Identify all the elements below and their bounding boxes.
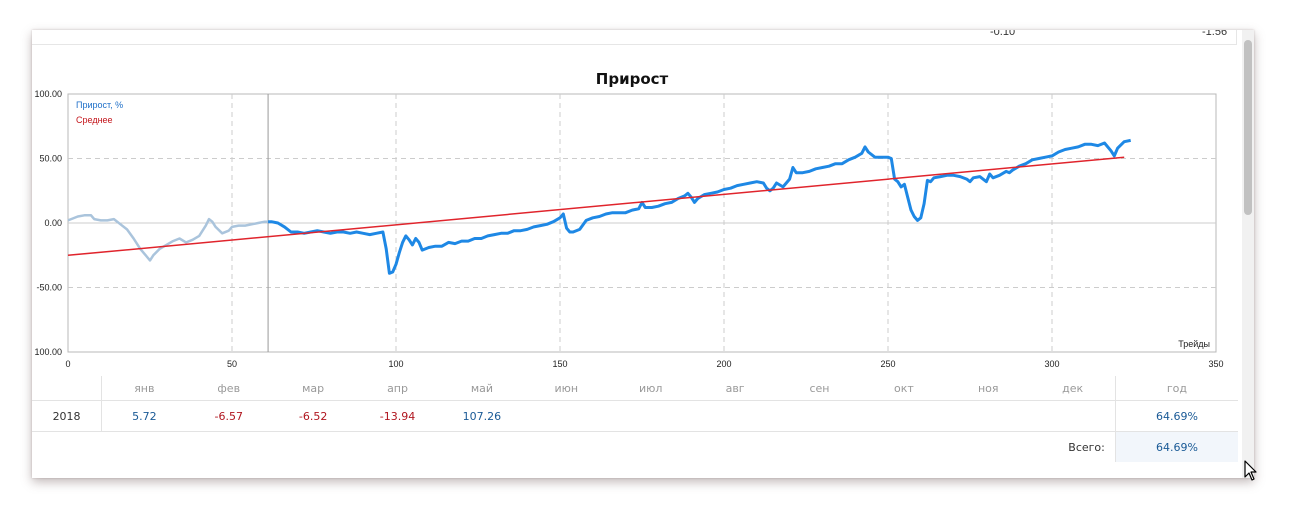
monthly-header-row: янв фев мар апр май июн июл авг сен окт … (32, 376, 1238, 401)
month-header: май (470, 381, 494, 395)
total-row: Всего: 64.69% (32, 431, 1238, 462)
y-tick-label: -50.00 (36, 283, 62, 293)
month-header: апр (387, 381, 408, 395)
month-header: окт (893, 381, 914, 395)
scrollbar-thumb[interactable] (1244, 40, 1252, 215)
month-header: дек (1062, 381, 1084, 395)
month-header: июл (638, 381, 663, 395)
year-total-value: 64.69% (1114, 400, 1238, 432)
month-value: -6.52 (270, 400, 356, 432)
year-total-header: год (1114, 376, 1238, 401)
average-line (67, 156, 1125, 257)
y-tick-label: 100.00 (34, 89, 62, 99)
month-value: -13.94 (355, 400, 440, 432)
year-label: 2018 (32, 400, 103, 432)
previous-value-1: -0.10 (990, 30, 1016, 38)
growth-history-line (67, 214, 269, 262)
x-tick-label: 350 (1208, 359, 1223, 369)
x-tick-label: 0 (65, 359, 70, 369)
x-tick-label: 250 (880, 359, 895, 369)
month-header: сен (809, 381, 830, 395)
month-value (524, 400, 609, 432)
x-tick-label: 150 (552, 359, 567, 369)
month-value (861, 400, 947, 432)
x-tick-label: 50 (227, 359, 237, 369)
growth-line (268, 138, 1131, 275)
monthly-table: янв фев мар апр май июн июл авг сен окт … (32, 376, 1238, 462)
month-value (608, 400, 693, 432)
month-value: 5.72 (101, 400, 187, 432)
month-value (946, 400, 1031, 432)
legend-average: Среднее (76, 115, 113, 125)
year-header-blank (32, 376, 103, 401)
y-tick-label: 50.00 (39, 154, 62, 164)
previous-value-2: -1.56 (1202, 30, 1228, 38)
x-tick-label: 300 (1044, 359, 1059, 369)
y-tick-label: 100.00 (34, 347, 62, 357)
x-tick-label: 100 (388, 359, 403, 369)
month-value: -6.57 (186, 400, 271, 432)
month-value: 107.26 (439, 400, 525, 432)
previous-table-row: -0.10 -1.56 (32, 30, 1237, 45)
x-axis-label: Трейды (1178, 339, 1210, 349)
month-header: фев (217, 381, 241, 395)
month-value (692, 400, 778, 432)
report-card: -0.10 -1.56 Прирост 0 50 100 150 200 250 300 35… (32, 30, 1254, 478)
total-label: Всего: (1068, 440, 1105, 454)
monthly-row-2018: 2018 5.72 -6.57 -6.52 -13.94 107.26 64.6… (32, 400, 1238, 432)
month-header: мар (302, 381, 325, 395)
chart-title: Прирост (596, 70, 669, 88)
month-header: янв (134, 381, 155, 395)
month-value (777, 400, 862, 432)
x-tick-label: 200 (716, 359, 731, 369)
month-header: авг (725, 381, 745, 395)
total-value: 64.69% (1114, 431, 1238, 462)
month-header: ноя (977, 381, 999, 395)
month-header: июн (554, 381, 579, 395)
mouse-pointer-icon (1244, 460, 1257, 481)
legend-growth: Прирост, % (76, 100, 123, 110)
vertical-scrollbar[interactable] (1242, 30, 1254, 478)
y-tick-label: 0.00 (44, 218, 62, 228)
growth-chart: Прирост 0 50 100 150 200 250 300 350 100.00 50.00… (34, 70, 1223, 369)
month-value (1030, 400, 1116, 432)
